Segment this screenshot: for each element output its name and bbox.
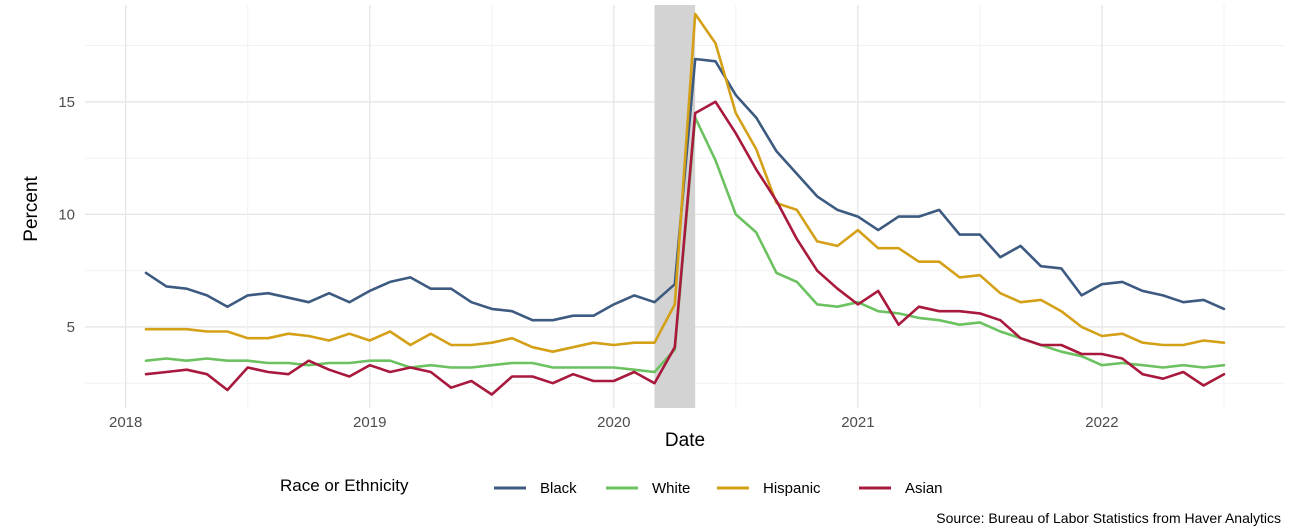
legend: Race or Ethnicity Black White Hispanic Asia… (280, 476, 943, 497)
y-tick-labels: 5 10 15 (58, 94, 75, 336)
x-tick-label: 2020 (597, 414, 630, 431)
series-line-hispanic (144, 12, 1226, 354)
y-tick-label: 10 (58, 206, 75, 223)
x-tick-labels: 2018 2019 2020 2021 2022 (109, 414, 1119, 431)
legend-label: Asian (905, 480, 943, 497)
x-tick-label: 2021 (841, 414, 874, 431)
x-tick-label: 2018 (109, 414, 142, 431)
legend-label: Black (540, 480, 577, 497)
y-axis-title: Percent (21, 176, 42, 242)
x-tick-label: 2022 (1085, 414, 1118, 431)
y-tick-label: 5 (67, 319, 75, 336)
legend-item-asian: Asian (859, 480, 943, 497)
series-line-asian (144, 100, 1226, 396)
legend-items: Black White Hispanic Asian (494, 480, 943, 497)
y-tick-label: 15 (58, 94, 75, 111)
legend-title: Race or Ethnicity (280, 476, 409, 495)
x-axis-title: Date (665, 430, 705, 451)
series-lines (144, 12, 1226, 396)
legend-label: Hispanic (763, 480, 821, 497)
legend-item-black: Black (494, 480, 577, 497)
source-caption: Source: Bureau of Labor Statistics from … (936, 510, 1281, 526)
legend-item-hispanic: Hispanic (717, 480, 821, 497)
legend-label: White (652, 480, 690, 497)
x-tick-label: 2019 (353, 414, 386, 431)
legend-item-white: White (606, 480, 690, 497)
